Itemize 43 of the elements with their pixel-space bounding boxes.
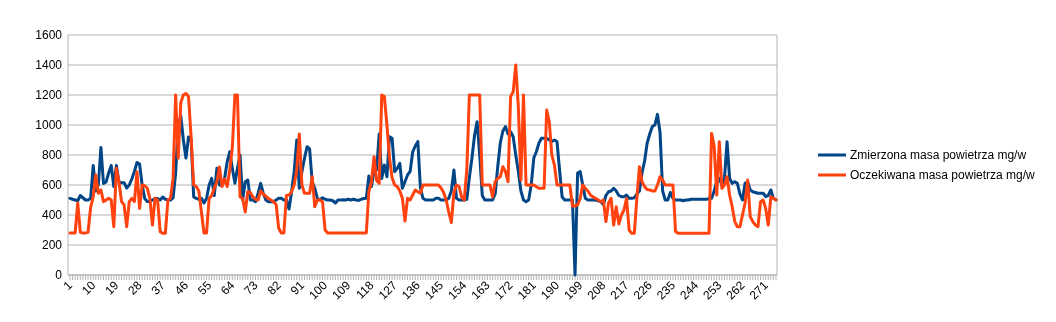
x-tick-label: 109 <box>329 277 354 303</box>
y-tick-label: 0 <box>55 268 63 283</box>
y-tick-label: 1000 <box>35 118 63 133</box>
x-tick-label: 262 <box>723 277 748 303</box>
x-tick-label: 73 <box>241 277 261 298</box>
x-tick-label: 91 <box>287 277 308 298</box>
x-tick-label: 253 <box>700 277 725 303</box>
x-tick-label: 1 <box>60 277 76 293</box>
x-tick-label: 199 <box>561 277 586 303</box>
y-tick-label: 600 <box>41 178 63 193</box>
x-tick-label: 181 <box>514 277 540 303</box>
x-tick-label: 118 <box>353 277 377 302</box>
x-tick-label: 46 <box>171 277 192 298</box>
x-tick-label: 64 <box>218 277 238 298</box>
y-tick-label: 1400 <box>35 58 63 73</box>
x-tick-label: 226 <box>630 277 656 303</box>
y-tick-label: 400 <box>41 208 63 223</box>
x-tick-label: 154 <box>445 277 470 303</box>
x-tick-label: 100 <box>306 277 331 303</box>
x-tick-label: 217 <box>607 277 632 303</box>
x-tick-label: 190 <box>538 277 563 303</box>
x-tick-label: 55 <box>194 277 215 298</box>
x-tick-label: 136 <box>398 277 424 303</box>
y-tick-label: 800 <box>41 148 63 163</box>
y-tick-label: 1200 <box>35 88 63 103</box>
x-tick-label: 271 <box>746 277 772 303</box>
x-tick-label: 235 <box>653 277 679 303</box>
legend-label: Zmierzona masa powietrza mg/w <box>850 148 1027 163</box>
x-tick-label: 19 <box>102 277 122 298</box>
legend-label: Oczekiwana masa powietrza mg/w <box>850 168 1036 183</box>
x-tick-label: 172 <box>491 277 516 303</box>
y-tick-label: 200 <box>41 238 63 253</box>
x-tick-label: 163 <box>468 277 493 303</box>
x-tick-label: 244 <box>677 277 702 303</box>
x-tick-label: 28 <box>125 277 145 298</box>
x-tick-label: 82 <box>264 277 285 298</box>
x-tick-label: 37 <box>148 277 169 298</box>
x-tick-label: 208 <box>584 277 609 303</box>
x-tick-label: 10 <box>78 277 99 298</box>
x-tick-label: 145 <box>422 277 447 303</box>
x-tick-label: 127 <box>375 277 400 303</box>
y-tick-label: 1600 <box>35 28 63 43</box>
line-series <box>68 63 778 235</box>
